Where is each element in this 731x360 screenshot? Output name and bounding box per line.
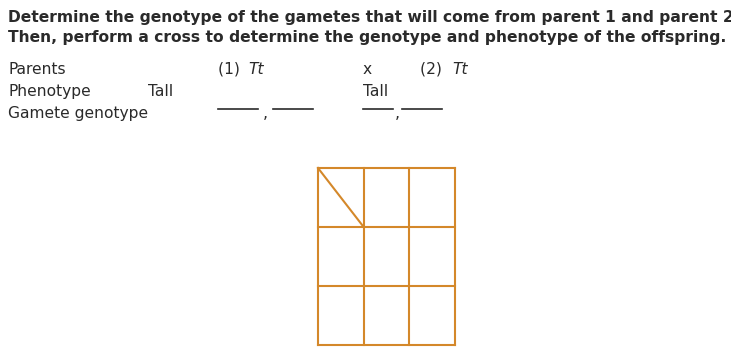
Text: Determine the genotype of the gametes that will come from parent 1 and parent 2.: Determine the genotype of the gametes th… bbox=[8, 10, 731, 25]
Text: Parents: Parents bbox=[8, 62, 66, 77]
Text: Tt: Tt bbox=[248, 62, 264, 77]
Text: ,: , bbox=[263, 106, 268, 121]
Text: Phenotype: Phenotype bbox=[8, 84, 91, 99]
Text: ,: , bbox=[395, 106, 400, 121]
Text: Tall: Tall bbox=[363, 84, 388, 99]
Text: (2): (2) bbox=[420, 62, 447, 77]
Text: (1): (1) bbox=[218, 62, 245, 77]
Text: Tt: Tt bbox=[452, 62, 468, 77]
Text: Tall: Tall bbox=[148, 84, 173, 99]
Text: x: x bbox=[363, 62, 372, 77]
Text: Then, perform a cross to determine the genotype and phenotype of the offspring.: Then, perform a cross to determine the g… bbox=[8, 30, 727, 45]
Text: Gamete genotype: Gamete genotype bbox=[8, 106, 148, 121]
